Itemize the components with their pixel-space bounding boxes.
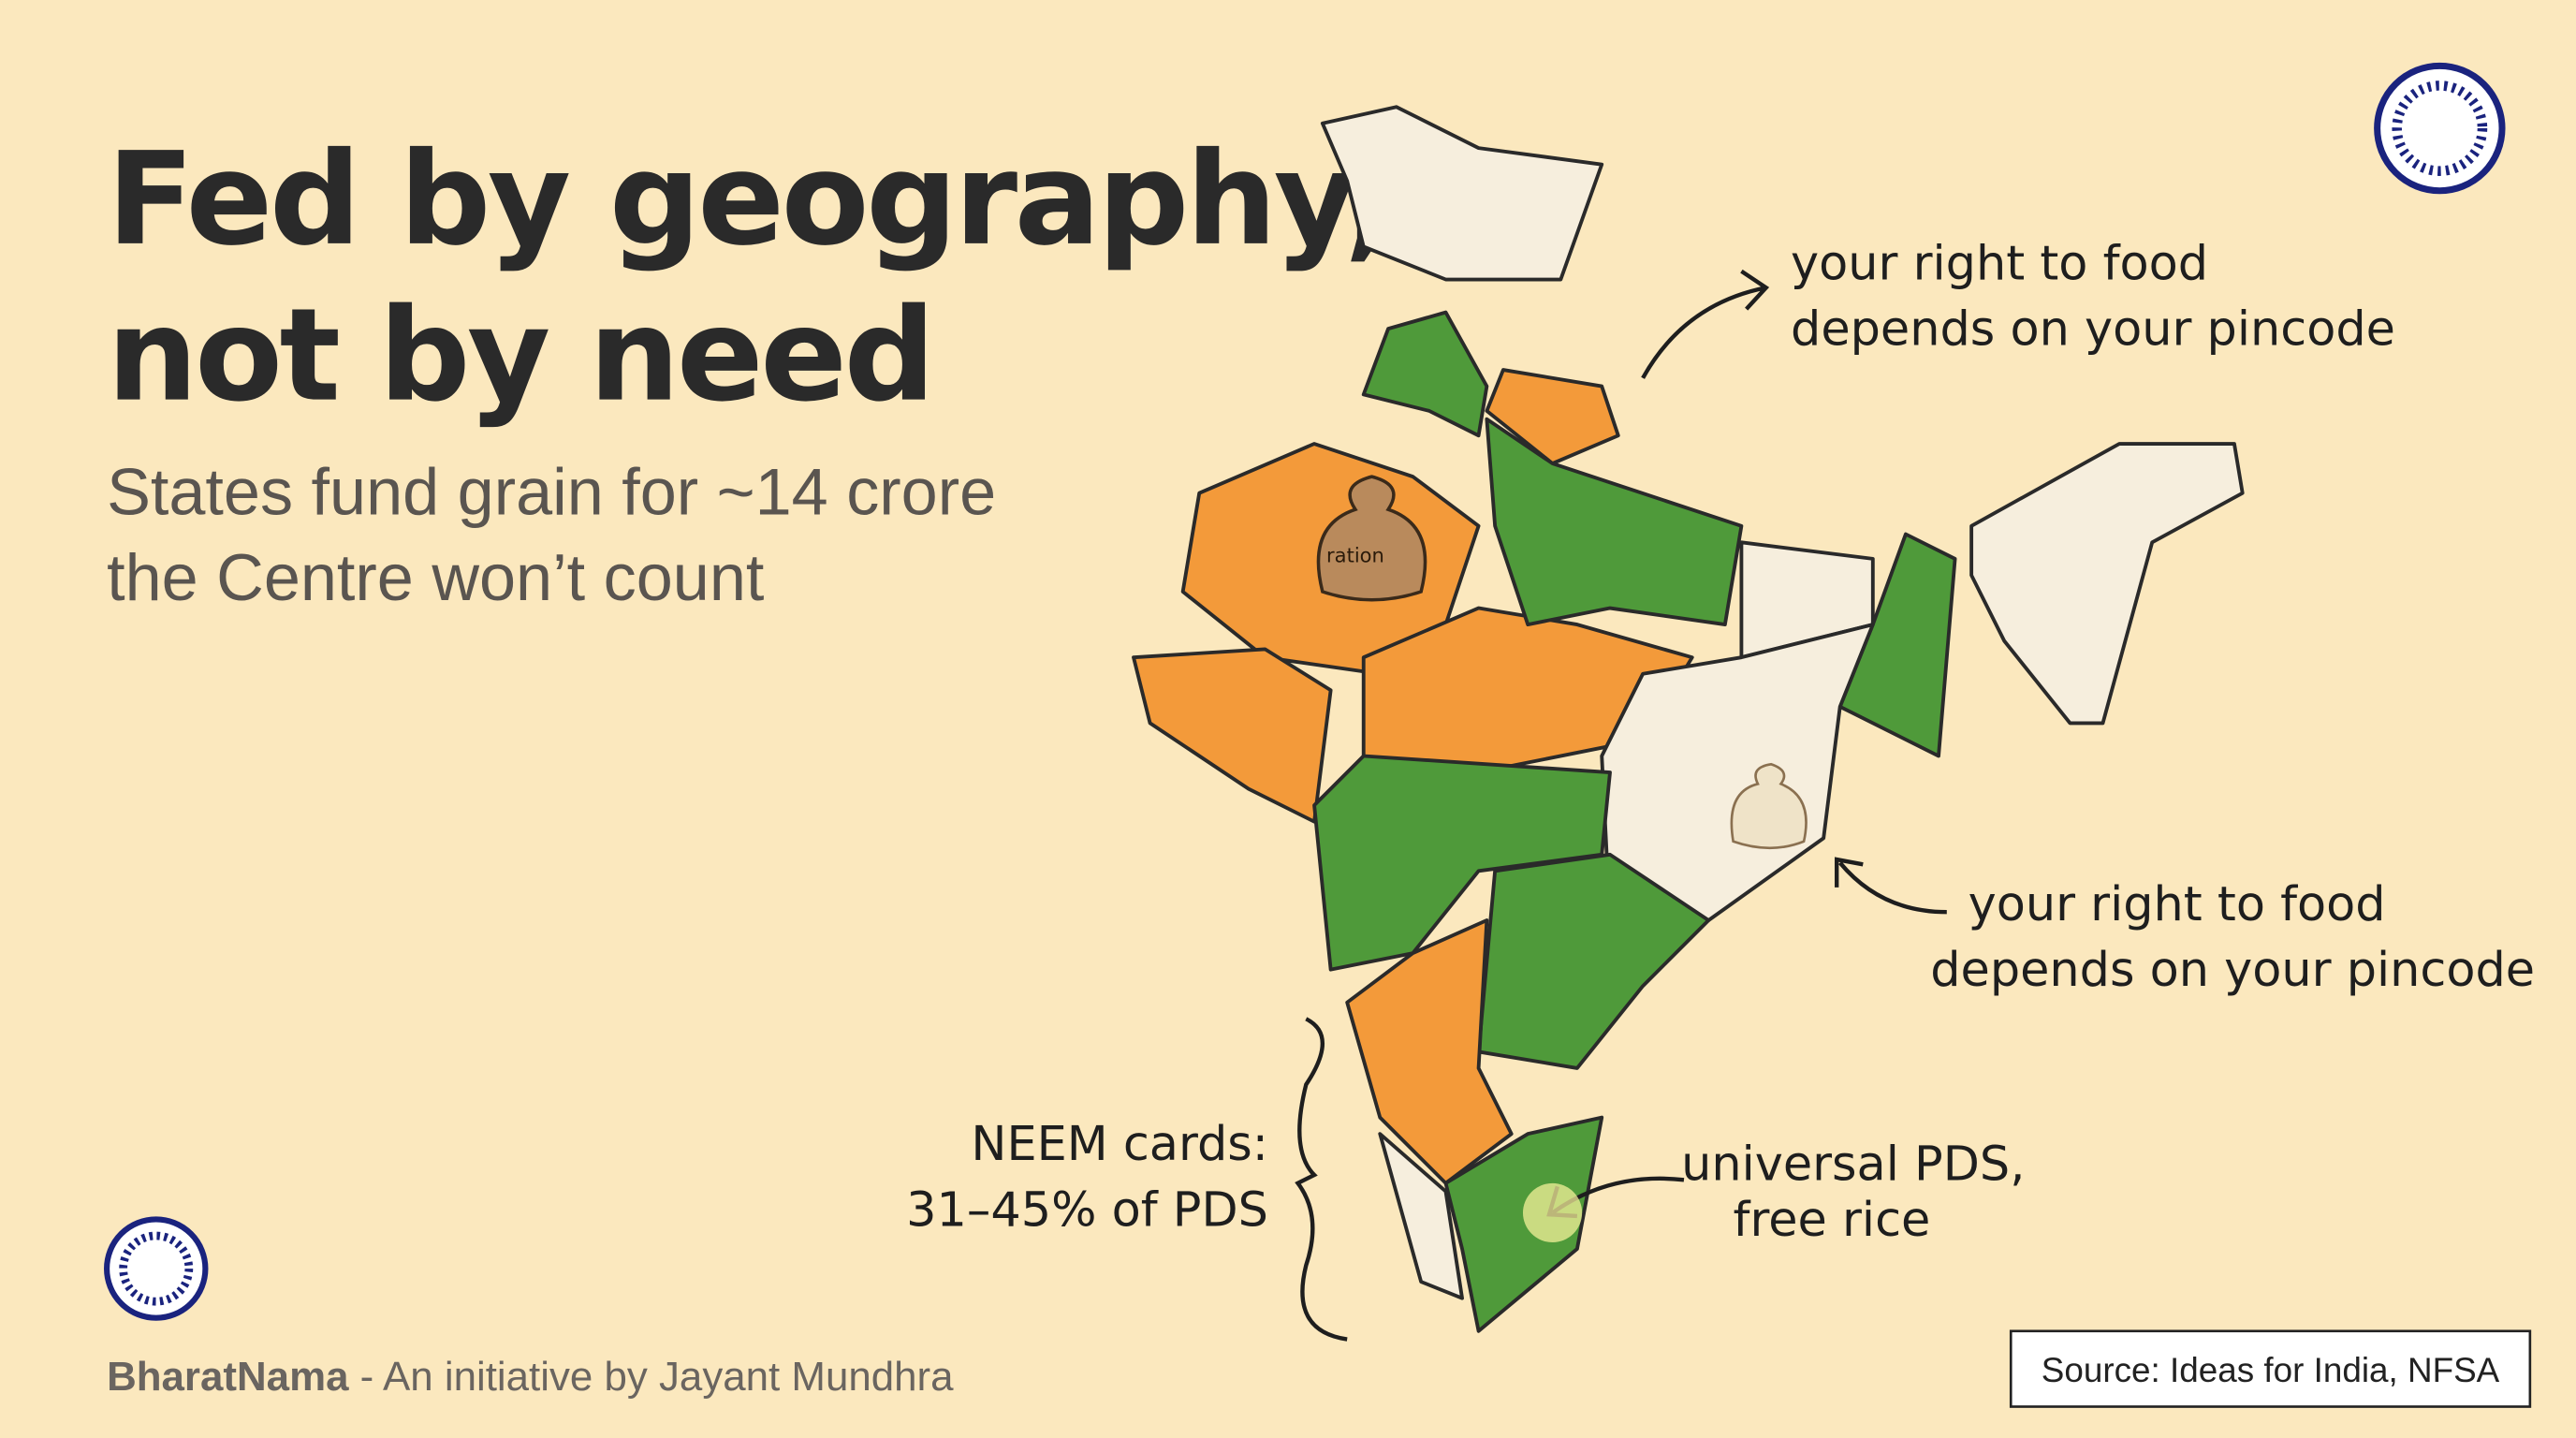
tagline: - An initiative by Jayant Mundhra xyxy=(348,1354,954,1400)
source-box xyxy=(2009,1329,2532,1408)
source: Source: Ideas for India, NFSA xyxy=(2042,1351,2500,1389)
bag-label: ration xyxy=(1326,543,1384,566)
annotation: NEEM cards: xyxy=(971,1117,1268,1172)
region xyxy=(1320,105,1604,282)
india-map: ration xyxy=(1132,105,2245,1333)
glow xyxy=(1522,1182,1583,1242)
arrow xyxy=(1641,269,1770,379)
region xyxy=(1837,532,1957,758)
annotation: your right to food xyxy=(1791,237,2208,292)
brace xyxy=(1295,1017,1348,1342)
brand: BharatNama xyxy=(107,1354,349,1400)
footer: BharatNama - An initiative by Jayant Mun… xyxy=(107,1354,954,1400)
arrow xyxy=(1835,857,1947,915)
annotation: universal PDS, xyxy=(1681,1137,2025,1192)
region xyxy=(1378,1132,1464,1300)
subtitle-line: States fund grain for ~14 crore xyxy=(107,454,996,528)
region xyxy=(1443,1115,1604,1333)
grain-bag xyxy=(1730,762,1808,850)
annotation: 31–45% of PDS xyxy=(906,1182,1268,1238)
title-line: Fed by geography, xyxy=(107,125,1389,274)
annotation: depends on your pincode xyxy=(1791,302,2395,358)
annotation: your right to food xyxy=(1969,877,2386,932)
emblem xyxy=(104,62,2506,1321)
chakra-spokes xyxy=(119,1231,194,1306)
region xyxy=(1485,417,1744,627)
region xyxy=(1345,918,1514,1185)
chakra-spokes xyxy=(2392,81,2488,176)
annotation: free rice xyxy=(1734,1193,1931,1248)
subtitle-line: the Centre won’t count xyxy=(107,540,764,614)
title-line: not by need xyxy=(107,282,932,431)
region xyxy=(1485,368,1620,466)
region xyxy=(1969,442,2245,726)
annotation: depends on your pincode xyxy=(1930,943,2535,998)
region xyxy=(1361,310,1489,438)
ration-bag xyxy=(1316,475,1427,602)
